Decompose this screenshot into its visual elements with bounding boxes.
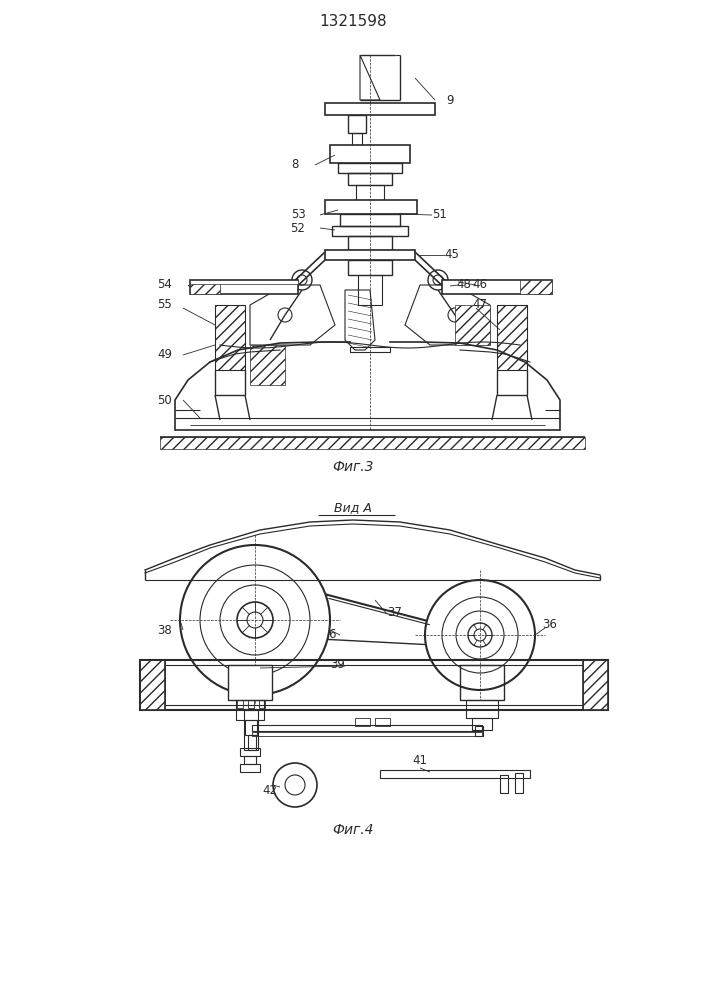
Text: 1321598: 1321598 <box>319 14 387 29</box>
Bar <box>244 756 256 764</box>
Bar <box>248 735 256 750</box>
Text: 41: 41 <box>412 754 428 766</box>
Text: 50: 50 <box>158 393 173 406</box>
Bar <box>348 173 392 185</box>
Bar <box>190 280 298 284</box>
Text: 42: 42 <box>262 784 278 796</box>
Bar <box>442 280 552 294</box>
Bar <box>497 305 527 370</box>
Bar <box>245 720 257 735</box>
Bar <box>348 115 366 133</box>
Text: 9: 9 <box>446 94 454 106</box>
Bar <box>190 280 298 294</box>
Bar <box>140 660 165 710</box>
Bar <box>466 700 498 718</box>
Text: 52: 52 <box>291 222 305 234</box>
Bar <box>160 437 585 449</box>
Text: 54: 54 <box>158 278 173 292</box>
Text: 51: 51 <box>433 209 448 222</box>
Bar <box>236 700 264 720</box>
Bar <box>500 775 508 793</box>
Bar <box>332 226 408 236</box>
Text: 55: 55 <box>158 298 173 312</box>
Text: 48: 48 <box>457 278 472 292</box>
Bar <box>140 660 608 710</box>
Bar <box>352 133 362 145</box>
Bar <box>515 773 523 793</box>
Text: Вид А: Вид А <box>334 502 372 514</box>
Bar <box>259 700 265 708</box>
Bar <box>330 145 410 163</box>
Bar <box>460 665 504 700</box>
Bar <box>244 710 258 750</box>
Bar <box>215 305 245 370</box>
Bar <box>348 236 392 250</box>
Text: 8: 8 <box>291 158 298 172</box>
Text: 45: 45 <box>445 248 460 261</box>
Bar <box>356 185 384 200</box>
Text: 49: 49 <box>158 349 173 361</box>
Bar <box>380 770 530 778</box>
Bar <box>240 748 260 756</box>
Bar <box>228 665 272 700</box>
Text: 39: 39 <box>331 658 346 672</box>
Bar <box>355 718 370 726</box>
Bar <box>375 718 390 726</box>
Bar <box>472 718 492 730</box>
Bar <box>325 200 417 214</box>
Bar <box>475 726 483 736</box>
Bar <box>250 345 285 385</box>
Bar <box>325 250 415 260</box>
Bar <box>583 660 608 710</box>
Bar <box>215 305 245 370</box>
Bar <box>358 275 382 305</box>
Bar <box>252 725 482 731</box>
Bar <box>350 347 390 352</box>
Text: 38: 38 <box>158 624 173 637</box>
Bar <box>455 305 490 345</box>
Bar <box>248 700 254 708</box>
Bar <box>340 214 400 226</box>
Bar <box>338 163 402 173</box>
Text: Фиг.4: Фиг.4 <box>332 823 374 837</box>
Text: 36: 36 <box>542 618 557 632</box>
Bar <box>583 660 608 710</box>
Text: 46: 46 <box>472 278 488 292</box>
Bar <box>348 260 392 275</box>
Bar <box>140 660 165 710</box>
Text: 6: 6 <box>328 629 336 642</box>
Text: 37: 37 <box>387 605 402 618</box>
Bar <box>190 280 220 294</box>
Text: Фиг.3: Фиг.3 <box>332 460 374 474</box>
Bar <box>497 305 527 370</box>
Text: 47: 47 <box>472 298 488 312</box>
Bar <box>325 103 435 115</box>
Bar <box>520 280 552 294</box>
Text: 53: 53 <box>291 209 305 222</box>
Bar <box>155 665 595 705</box>
Bar <box>252 732 482 736</box>
Bar <box>240 764 260 772</box>
Bar <box>237 700 243 708</box>
